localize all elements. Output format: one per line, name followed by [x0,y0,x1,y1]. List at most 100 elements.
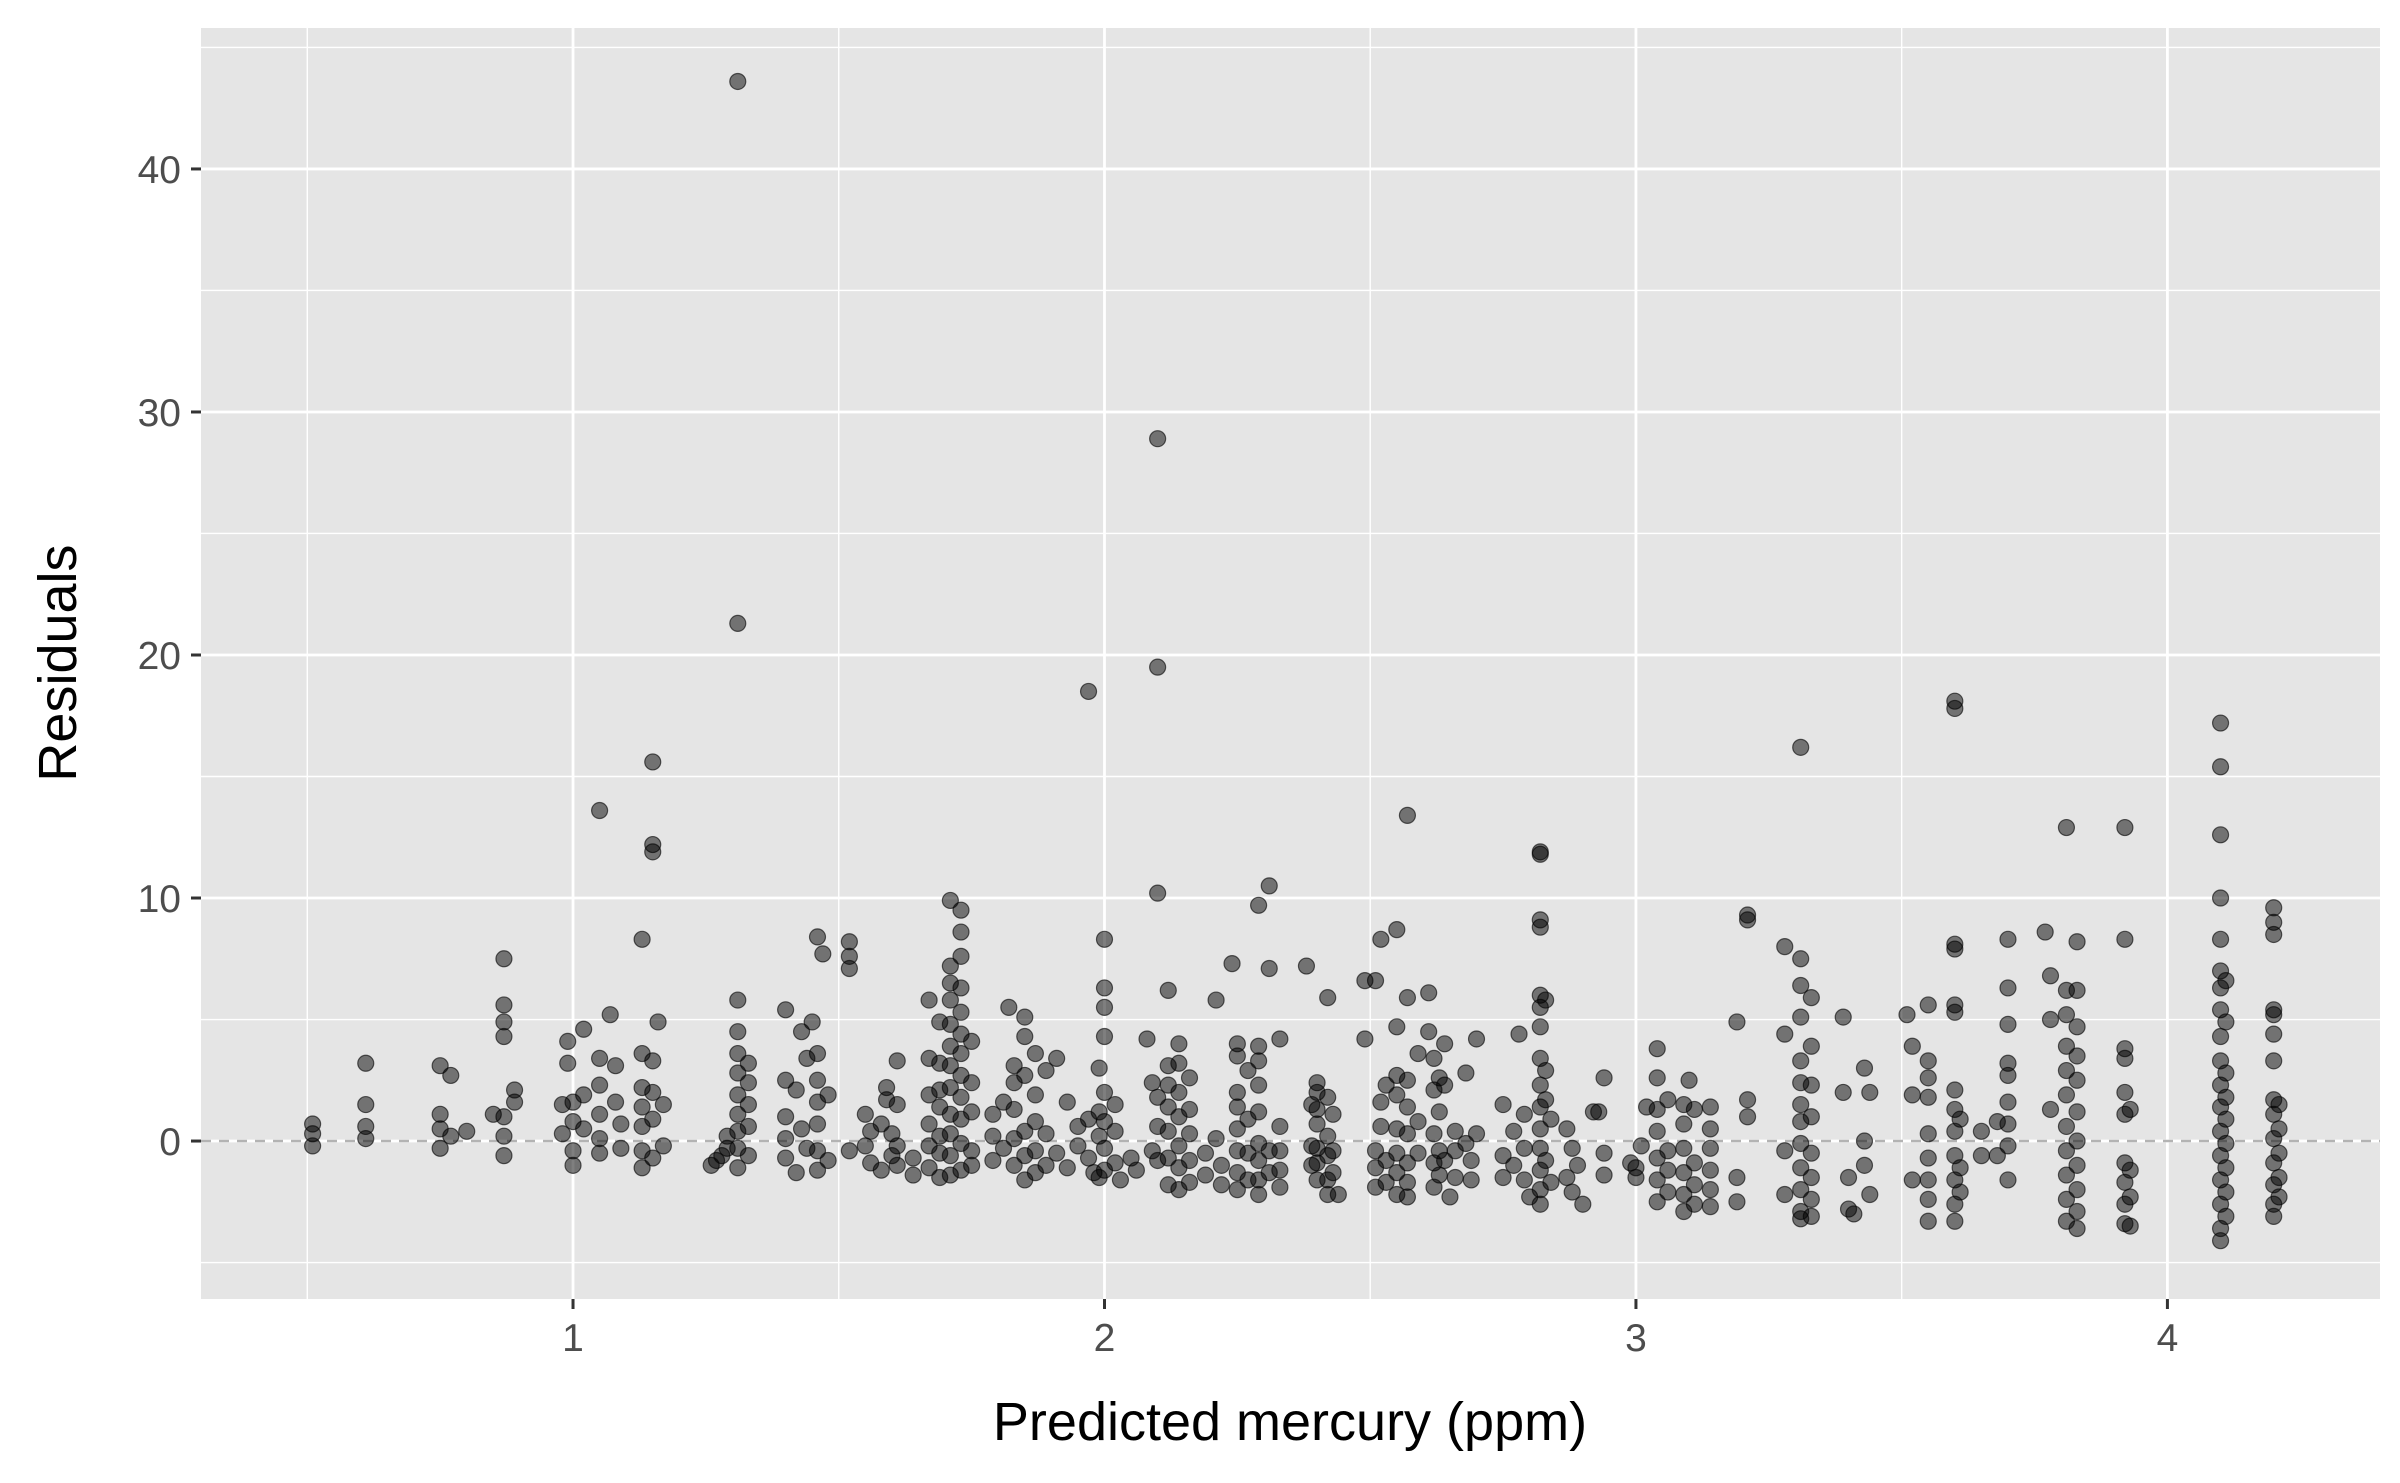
data-point [644,1052,662,1070]
data-point [2211,889,2230,907]
data-point [1372,930,1390,948]
data-point [2116,1083,2134,1102]
data-point [2270,1168,2288,1187]
data-point [1250,1076,1268,1094]
data-point [1005,1100,1023,1119]
data-point [1260,959,1278,978]
data-point [1776,1142,1794,1160]
data-point [1095,1139,1114,1157]
data-point [1005,1057,1023,1075]
data-point [941,1125,959,1143]
data-point [1675,1139,1693,1157]
data-point [2041,1100,2060,1119]
data-point [564,1156,582,1174]
data-point [590,1130,609,1148]
data-point [1398,806,1417,824]
data-point [458,1122,476,1140]
data-point [1701,1181,1719,1199]
data-point [1494,1095,1512,1114]
data-point [559,1054,577,1072]
data-point [1531,1018,1549,1036]
data-point [2116,930,2134,948]
data-point [590,1049,609,1068]
data-point [2057,818,2076,837]
data-point [1366,972,1385,990]
data-point [952,923,970,941]
data-point [1250,1185,1268,1204]
data-point [808,1115,827,1133]
data-point [1149,658,1167,676]
data-point [2068,1202,2086,1221]
data-point [654,1095,672,1114]
data-point [1537,1061,1555,1080]
data-point [484,1105,502,1123]
data-point [1457,1134,1475,1153]
data-point [2270,1144,2288,1162]
data-point [1398,1071,1417,1089]
data-point [1946,1081,1964,1099]
data-point [1776,1025,1794,1043]
data-point [1159,1122,1177,1140]
data-point [1659,1091,1677,1109]
data-point [2211,714,2230,732]
data-point [2265,899,2283,917]
data-point [2057,1086,2076,1104]
data-point [1685,1100,1704,1119]
data-point [777,1108,795,1126]
data-point [1515,1139,1533,1157]
data-point [1250,1037,1268,1055]
data-point [2270,1095,2288,1114]
data-points [304,72,2288,1250]
data-point [1919,1171,1937,1189]
data-point [2265,1006,2283,1024]
data-point [1792,1052,1810,1070]
data-point [888,1052,906,1070]
data-point [1648,1069,1666,1087]
data-point [840,959,858,978]
y-tick-label: 30 [138,392,181,435]
data-point [2068,1071,2086,1089]
data-point [963,1032,981,1050]
data-point [1531,1195,1549,1213]
data-point [1457,1064,1475,1082]
data-point [1531,845,1549,863]
data-point [2265,1207,2283,1225]
data-point [1738,1108,1757,1126]
data-point [1271,1030,1289,1048]
data-point [1946,1003,1964,1021]
data-point [1972,1147,1991,1165]
data-point [1648,1171,1666,1189]
data-point [1563,1183,1581,1201]
data-point [1436,1035,1454,1053]
data-point [1207,1130,1225,1148]
data-point [1409,1112,1427,1131]
data-point [1026,1044,1044,1063]
data-point [575,1120,593,1138]
data-point [1792,1134,1810,1153]
data-point [1951,1183,1969,1201]
data-point [1095,1027,1114,1046]
data-point [1388,1018,1406,1036]
data-point [792,1023,811,1041]
data-point [1574,1195,1592,1213]
data-point [1728,1193,1746,1211]
data-point [2265,1025,2283,1043]
data-point [644,843,662,861]
data-point [1372,1093,1390,1111]
data-point [984,1105,1002,1123]
data-point [1436,1151,1454,1170]
data-point [1180,1125,1199,1143]
y-tick-label: 20 [138,635,181,678]
data-point [2041,967,2060,985]
data-point [1701,1161,1719,1179]
data-point [2211,758,2230,776]
data-point [357,1095,375,1114]
data-point [1802,1144,1820,1162]
data-point [1250,1103,1268,1121]
data-point [1069,1137,1087,1155]
data-point [1372,1117,1390,1136]
plot-panel [201,28,2380,1299]
data-point [1016,1027,1034,1046]
data-point [2057,1117,2076,1136]
data-point [1531,1120,1549,1138]
